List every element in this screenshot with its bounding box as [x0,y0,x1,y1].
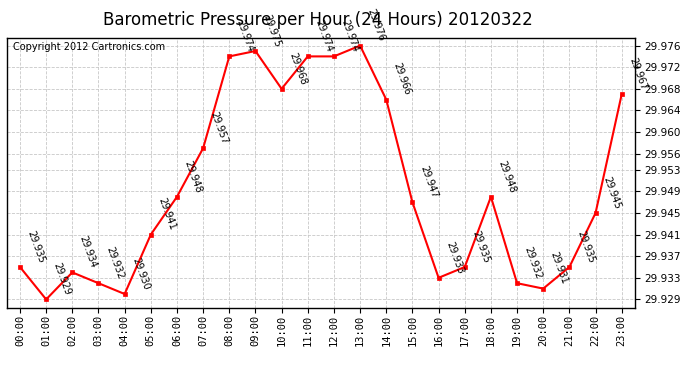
Text: 29.975: 29.975 [261,13,282,48]
Text: 29.974: 29.974 [235,18,256,54]
Text: Barometric Pressure per Hour (24 Hours) 20120322: Barometric Pressure per Hour (24 Hours) … [103,11,532,29]
Text: 29.947: 29.947 [418,164,439,200]
Text: 29.974: 29.974 [339,18,360,54]
Text: 29.933: 29.933 [444,240,465,275]
Text: 29.932: 29.932 [104,245,125,280]
Text: 29.930: 29.930 [130,256,151,291]
Text: 29.931: 29.931 [549,251,570,286]
Text: 29.974: 29.974 [313,18,335,54]
Text: 29.948: 29.948 [497,159,518,194]
Text: 29.935: 29.935 [471,229,491,264]
Text: 29.932: 29.932 [522,245,544,280]
Text: 29.935: 29.935 [26,229,46,264]
Text: 29.967: 29.967 [627,56,649,92]
Text: 29.941: 29.941 [157,196,177,232]
Text: 29.968: 29.968 [287,51,308,86]
Text: 29.948: 29.948 [183,159,204,194]
Text: 29.945: 29.945 [601,175,622,210]
Text: 29.966: 29.966 [392,62,413,97]
Text: 29.934: 29.934 [78,234,99,270]
Text: 29.957: 29.957 [208,110,230,146]
Text: 29.935: 29.935 [575,229,596,264]
Text: 29.929: 29.929 [52,261,72,297]
Text: 29.976: 29.976 [366,8,386,43]
Text: Copyright 2012 Cartronics.com: Copyright 2012 Cartronics.com [13,42,166,51]
